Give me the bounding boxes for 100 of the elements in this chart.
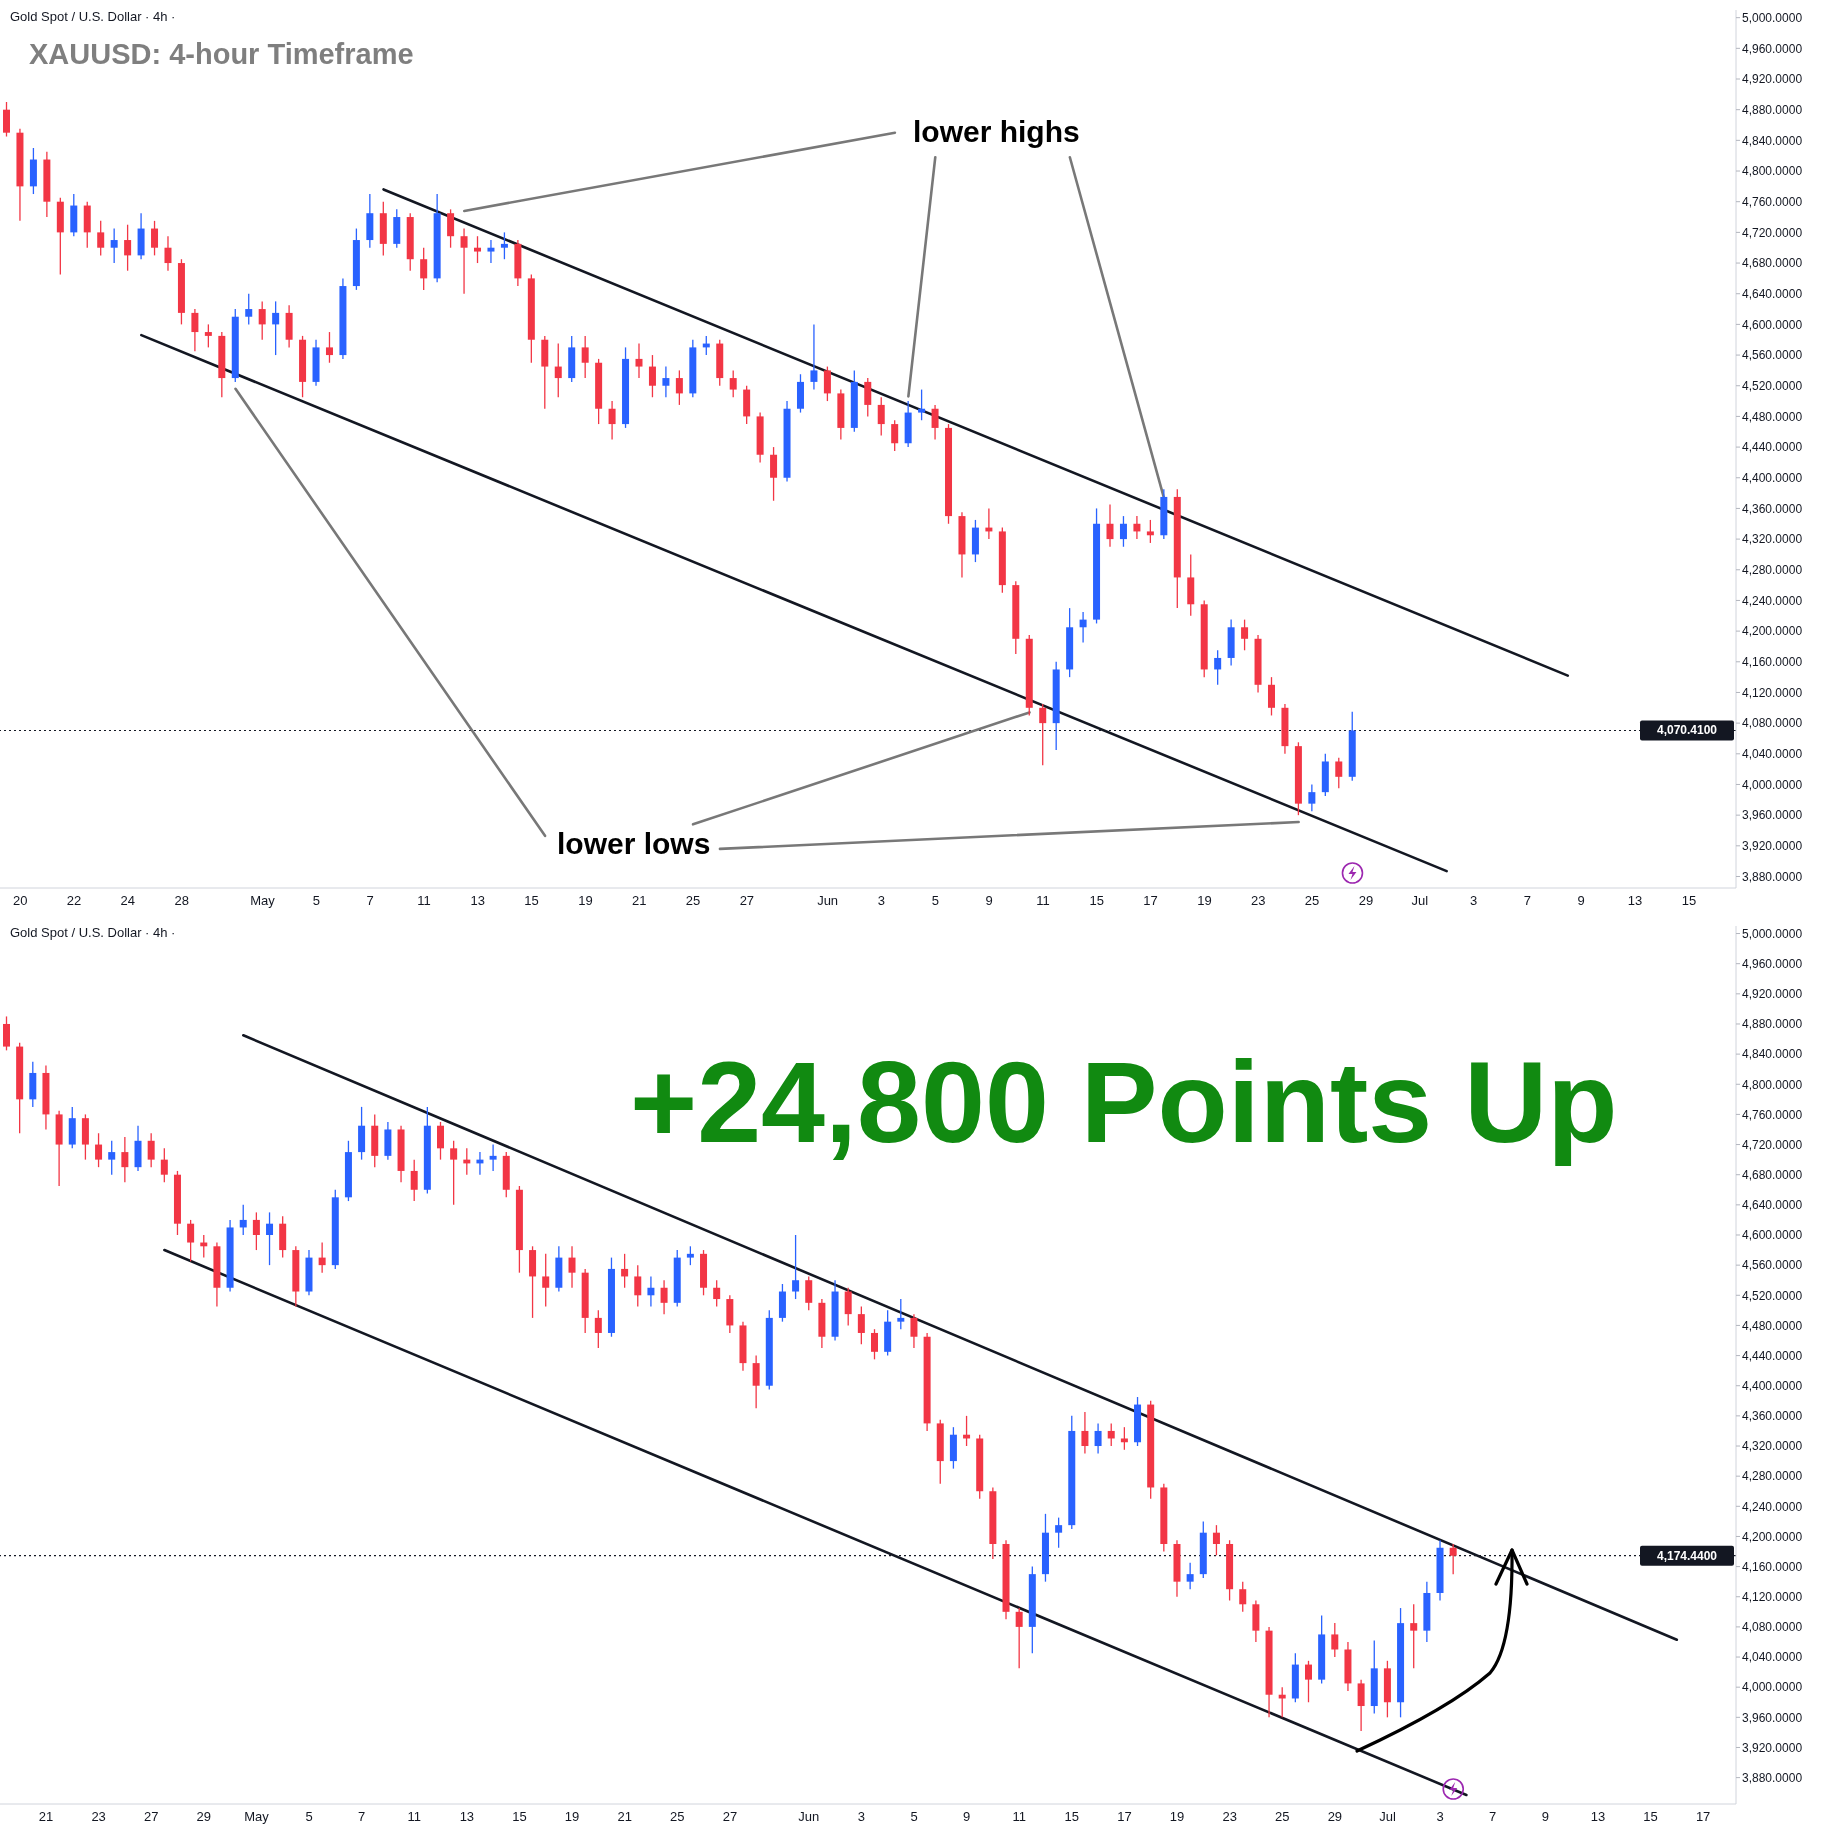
x-tick-label: 11	[1012, 1809, 1026, 1825]
y-tick-label: 4,920.0000	[1742, 72, 1803, 87]
candlestick	[581, 335, 589, 379]
y-tick-label: 4,000.0000	[1742, 1680, 1803, 1695]
y-tick-label: 4,800.0000	[1742, 164, 1803, 179]
y-tick-label: 4,240.0000	[1742, 593, 1803, 608]
candlestick	[204, 323, 212, 349]
y-tick-label: 4,160.0000	[1742, 1559, 1803, 1574]
candlestick	[121, 1136, 129, 1183]
candlestick	[1015, 1607, 1023, 1669]
y-tick-label: 4,440.0000	[1742, 440, 1803, 455]
candlestick	[792, 1234, 800, 1300]
x-tick-label: 23	[1251, 893, 1266, 909]
x-tick-label: 15	[512, 1809, 527, 1825]
annotation: +24,800 Points Up	[630, 1037, 1618, 1168]
x-tick-label: 15	[1089, 893, 1105, 909]
y-tick-label: 4,760.0000	[1742, 194, 1803, 209]
y-tick-label: 4,720.0000	[1742, 225, 1803, 240]
y-tick-label: 4,320.0000	[1742, 532, 1803, 547]
x-tick-label: 15	[1681, 893, 1697, 909]
candlestick	[318, 1241, 326, 1274]
candlestick	[500, 231, 508, 260]
y-tick-label: 4,480.0000	[1742, 1318, 1803, 1333]
x-tick-label: 13	[459, 1809, 475, 1825]
candlestick	[844, 1287, 852, 1327]
y-tick-label: 4,960.0000	[1742, 41, 1803, 56]
candlestick	[160, 1147, 168, 1183]
candlestick	[897, 1298, 905, 1330]
x-tick-label: 9	[985, 893, 993, 909]
candlestick	[1186, 1562, 1194, 1590]
candlestick	[97, 220, 105, 257]
candlestick	[918, 388, 926, 421]
candlestick	[1106, 503, 1114, 548]
y-tick-label: 4,400.0000	[1742, 471, 1803, 486]
annotation: lower highs	[913, 115, 1080, 150]
candlestick	[864, 377, 872, 418]
y-tick-label: 4,960.0000	[1742, 956, 1803, 971]
x-tick-label: 25	[685, 893, 701, 909]
candlestick	[568, 1245, 576, 1289]
x-tick-label: 7	[366, 893, 374, 909]
x-tick-label: 24	[120, 893, 136, 909]
candlestick	[3, 101, 10, 138]
candlestick	[95, 1132, 103, 1168]
candlestick	[1239, 1581, 1247, 1613]
y-tick-label: 3,960.0000	[1742, 808, 1803, 823]
x-tick-label: 21	[38, 1809, 54, 1825]
candlestick	[1410, 1603, 1418, 1669]
candlestick	[857, 1305, 865, 1345]
candlestick	[124, 224, 132, 272]
candlestick	[871, 1328, 878, 1360]
x-tick-label: 29	[196, 1809, 212, 1825]
chart-subtitle: Gold Spot / U.S. Dollar · 4h ·	[10, 9, 176, 24]
candlestick	[1119, 515, 1127, 548]
x-tick-label: 23	[91, 1809, 106, 1825]
y-tick-label: 5,000.0000	[1742, 10, 1803, 25]
x-tick-label: 21	[631, 893, 647, 909]
candlestick	[1081, 1411, 1089, 1455]
x-tick-label: 15	[1643, 1809, 1658, 1825]
candlestick	[648, 354, 656, 398]
y-tick-label: 4,160.0000	[1742, 655, 1803, 670]
x-tick-label: 23	[1222, 1809, 1237, 1825]
x-tick-label: 11	[417, 893, 431, 909]
y-tick-label: 4,120.0000	[1742, 1590, 1803, 1605]
y-tick-label: 3,920.0000	[1742, 839, 1803, 854]
y-tick-label: 4,520.0000	[1742, 379, 1803, 393]
candlestick	[437, 1121, 444, 1161]
candlestick	[910, 1313, 918, 1349]
candlestick	[1267, 676, 1275, 717]
candlestick	[1331, 1622, 1339, 1658]
candlestick	[1146, 519, 1154, 544]
candlestick	[1107, 1422, 1115, 1447]
x-tick-label: 5	[312, 893, 320, 909]
candlestick	[187, 1219, 195, 1263]
x-tick-label: 19	[1197, 893, 1212, 909]
x-tick-label: 29	[1358, 893, 1374, 909]
candlestick	[191, 308, 199, 352]
candlestick	[634, 1264, 642, 1308]
x-tick-label: 3	[877, 893, 886, 909]
y-tick-label: 4,680.0000	[1742, 1167, 1803, 1182]
x-tick-label: May	[250, 893, 276, 909]
x-tick-label: 5	[305, 1809, 313, 1825]
candlestick	[647, 1275, 655, 1308]
candlestick	[554, 342, 562, 398]
x-tick-label: 21	[617, 1809, 632, 1825]
x-tick-label: 13	[1627, 893, 1643, 909]
candlestick	[1449, 1543, 1457, 1575]
x-tick-label: 11	[1036, 893, 1050, 909]
y-tick-label: 4,000.0000	[1742, 777, 1803, 792]
y-tick-label: 4,080.0000	[1742, 1620, 1803, 1635]
x-tick-label: 25	[1304, 893, 1320, 909]
x-tick-label: 27	[144, 1809, 159, 1825]
text: XAUUSD: 4-hour Timeframe	[29, 38, 414, 71]
x-tick-label: 3	[1436, 1809, 1444, 1825]
candlestick	[489, 1143, 497, 1172]
y-tick-label: 4,320.0000	[1742, 1439, 1803, 1454]
candlestick	[258, 300, 266, 341]
ref-line-label: 4,174.4400	[1656, 1548, 1718, 1563]
y-tick-label: 4,680.0000	[1742, 256, 1803, 271]
y-tick-label: 4,720.0000	[1742, 1137, 1803, 1152]
y-tick-label: 4,360.0000	[1742, 501, 1803, 516]
